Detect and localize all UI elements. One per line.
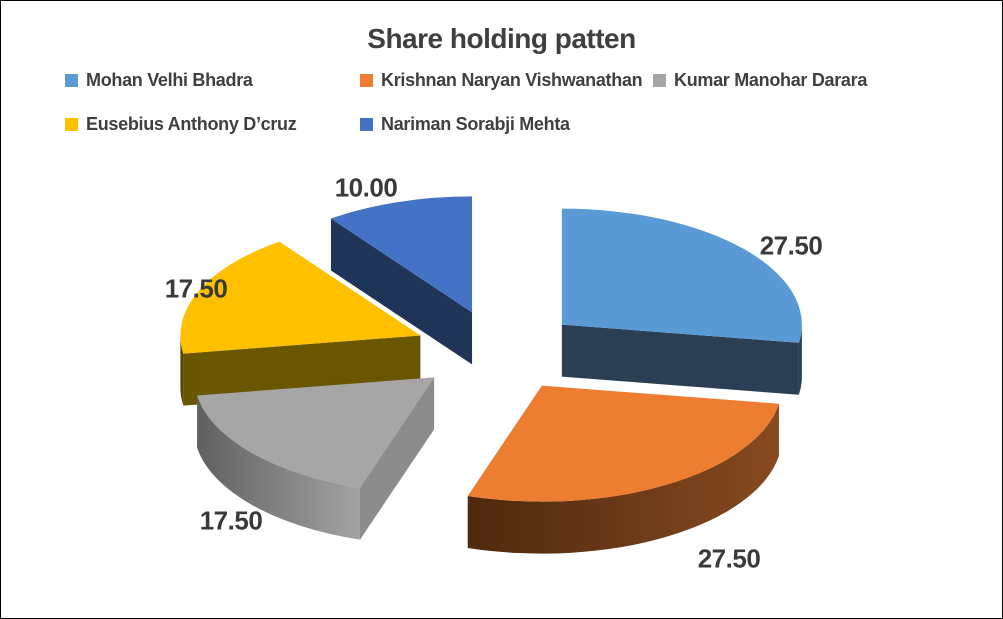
pie-slice-kumar-manohar-darara (197, 377, 435, 540)
slice-top-face (330, 196, 473, 313)
pie-slice-mohan-velhi-bhadra (561, 208, 802, 395)
legend-swatch-icon (653, 73, 666, 87)
chart-title: Share holding patten (367, 23, 636, 54)
legend-item-kumar-manohar-darara: Kumar Manohar Darara (653, 69, 868, 90)
legend-label: Kumar Manohar Darara (674, 69, 868, 90)
slice-side-wall (561, 324, 799, 395)
slice-top-face (561, 208, 802, 343)
legend-swatch-icon (65, 73, 78, 87)
slice-top-face (467, 385, 779, 502)
legend-label: Krishnan Naryan Vishwanathan (381, 69, 643, 90)
pie-slice-krishnan-naryan-vishwanathan (467, 385, 779, 554)
slice-front-wall (467, 403, 779, 554)
legend-item-eusebius-anthony-d-cruz: Eusebius Anthony D’cruz (65, 113, 297, 134)
slice-value-label-eusebius-anthony-d-cruz: 17.50 (164, 273, 228, 304)
slice-value-label-mohan-velhi-bhadra: 27.50 (759, 230, 823, 261)
slice-front-wall (798, 324, 802, 395)
slice-value-label-kumar-manohar-darara: 17.50 (199, 505, 263, 536)
slice-side-wall (359, 377, 435, 540)
legend-label: Mohan Velhi Bhadra (86, 69, 253, 90)
legend-item-mohan-velhi-bhadra: Mohan Velhi Bhadra (65, 69, 253, 90)
slice-top-face (197, 377, 435, 488)
legend-label: Nariman Sorabji Mehta (381, 113, 570, 134)
pie-slice-nariman-sorabji-mehta (330, 196, 473, 365)
slice-value-label-nariman-sorabji-mehta: 10.00 (334, 172, 398, 203)
slice-front-wall (180, 335, 184, 406)
slice-value-label-krishnan-naryan-vishwanathan: 27.50 (697, 543, 761, 574)
slice-top-face (180, 241, 421, 354)
legend-item-nariman-sorabji-mehta: Nariman Sorabji Mehta (360, 113, 570, 134)
slice-side-wall (330, 218, 473, 365)
legend-label: Eusebius Anthony D’cruz (86, 113, 297, 134)
legend-swatch-icon (360, 117, 373, 131)
legend-item-krishnan-naryan-vishwanathan: Krishnan Naryan Vishwanathan (360, 69, 643, 90)
legend-swatch-icon (65, 117, 78, 131)
legend-swatch-icon (360, 73, 373, 87)
slice-front-wall (197, 395, 360, 540)
